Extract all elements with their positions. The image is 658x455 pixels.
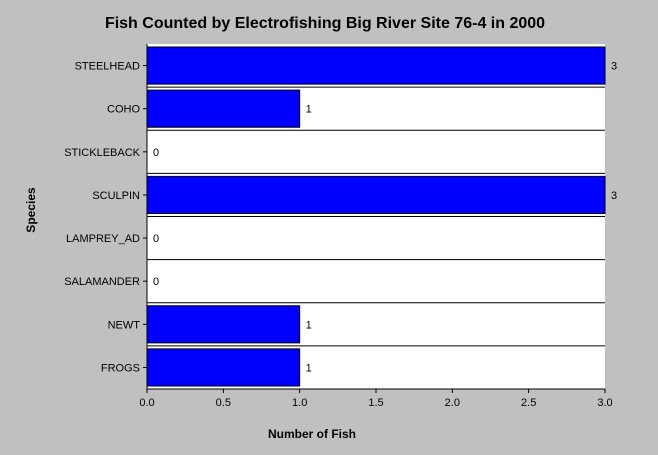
value-label: 0	[153, 233, 159, 245]
x-tick-label: 1.0	[292, 397, 307, 409]
bar-steelhead	[146, 46, 606, 85]
x-tick-label: 2.5	[521, 397, 536, 409]
y-tick-label: LAMPREY_AD	[66, 233, 140, 245]
chart-title: Fish Counted by Electrofishing Big River…	[105, 15, 545, 32]
y-tick-label: FROGS	[101, 362, 140, 374]
y-tick-label: SCULPIN	[92, 190, 140, 202]
bar-sculpin	[146, 175, 606, 214]
y-tick-label: COHO	[107, 104, 140, 116]
value-label: 1	[306, 362, 312, 374]
value-label: 0	[153, 147, 159, 159]
bar-coho	[146, 89, 301, 128]
x-tick-label: 1.5	[368, 397, 383, 409]
x-tick-label: 0.0	[139, 397, 154, 409]
x-tick-labels: 0.0 0.5 1.0 1.5 2.0 2.5 3.0	[139, 389, 613, 409]
value-labels: 3 1 0 3 0 0 1 1	[153, 61, 617, 375]
value-label: 0	[153, 276, 159, 288]
y-tick-label: STEELHEAD	[75, 61, 140, 73]
y-tick-label: STICKLEBACK	[64, 147, 140, 159]
y-tick-label: NEWT	[108, 319, 141, 331]
value-label: 1	[306, 319, 312, 331]
y-axis-label: Species	[24, 187, 38, 233]
bar-frogs	[146, 348, 301, 387]
bar-newt	[146, 305, 301, 344]
y-tick-label: SALAMANDER	[64, 276, 140, 288]
x-axis-label: Number of Fish	[268, 427, 356, 441]
x-tick-label: 0.5	[216, 397, 231, 409]
value-label: 3	[611, 61, 617, 73]
grid-lines	[147, 86, 605, 347]
x-tick-label: 3.0	[597, 397, 612, 409]
bars	[146, 46, 606, 387]
y-tick-labels: STEELHEAD COHO STICKLEBACK SCULPIN LAMPREY_A…	[64, 61, 147, 374]
value-label: 1	[306, 104, 312, 116]
value-label: 3	[611, 190, 617, 202]
x-tick-label: 2.0	[445, 397, 460, 409]
